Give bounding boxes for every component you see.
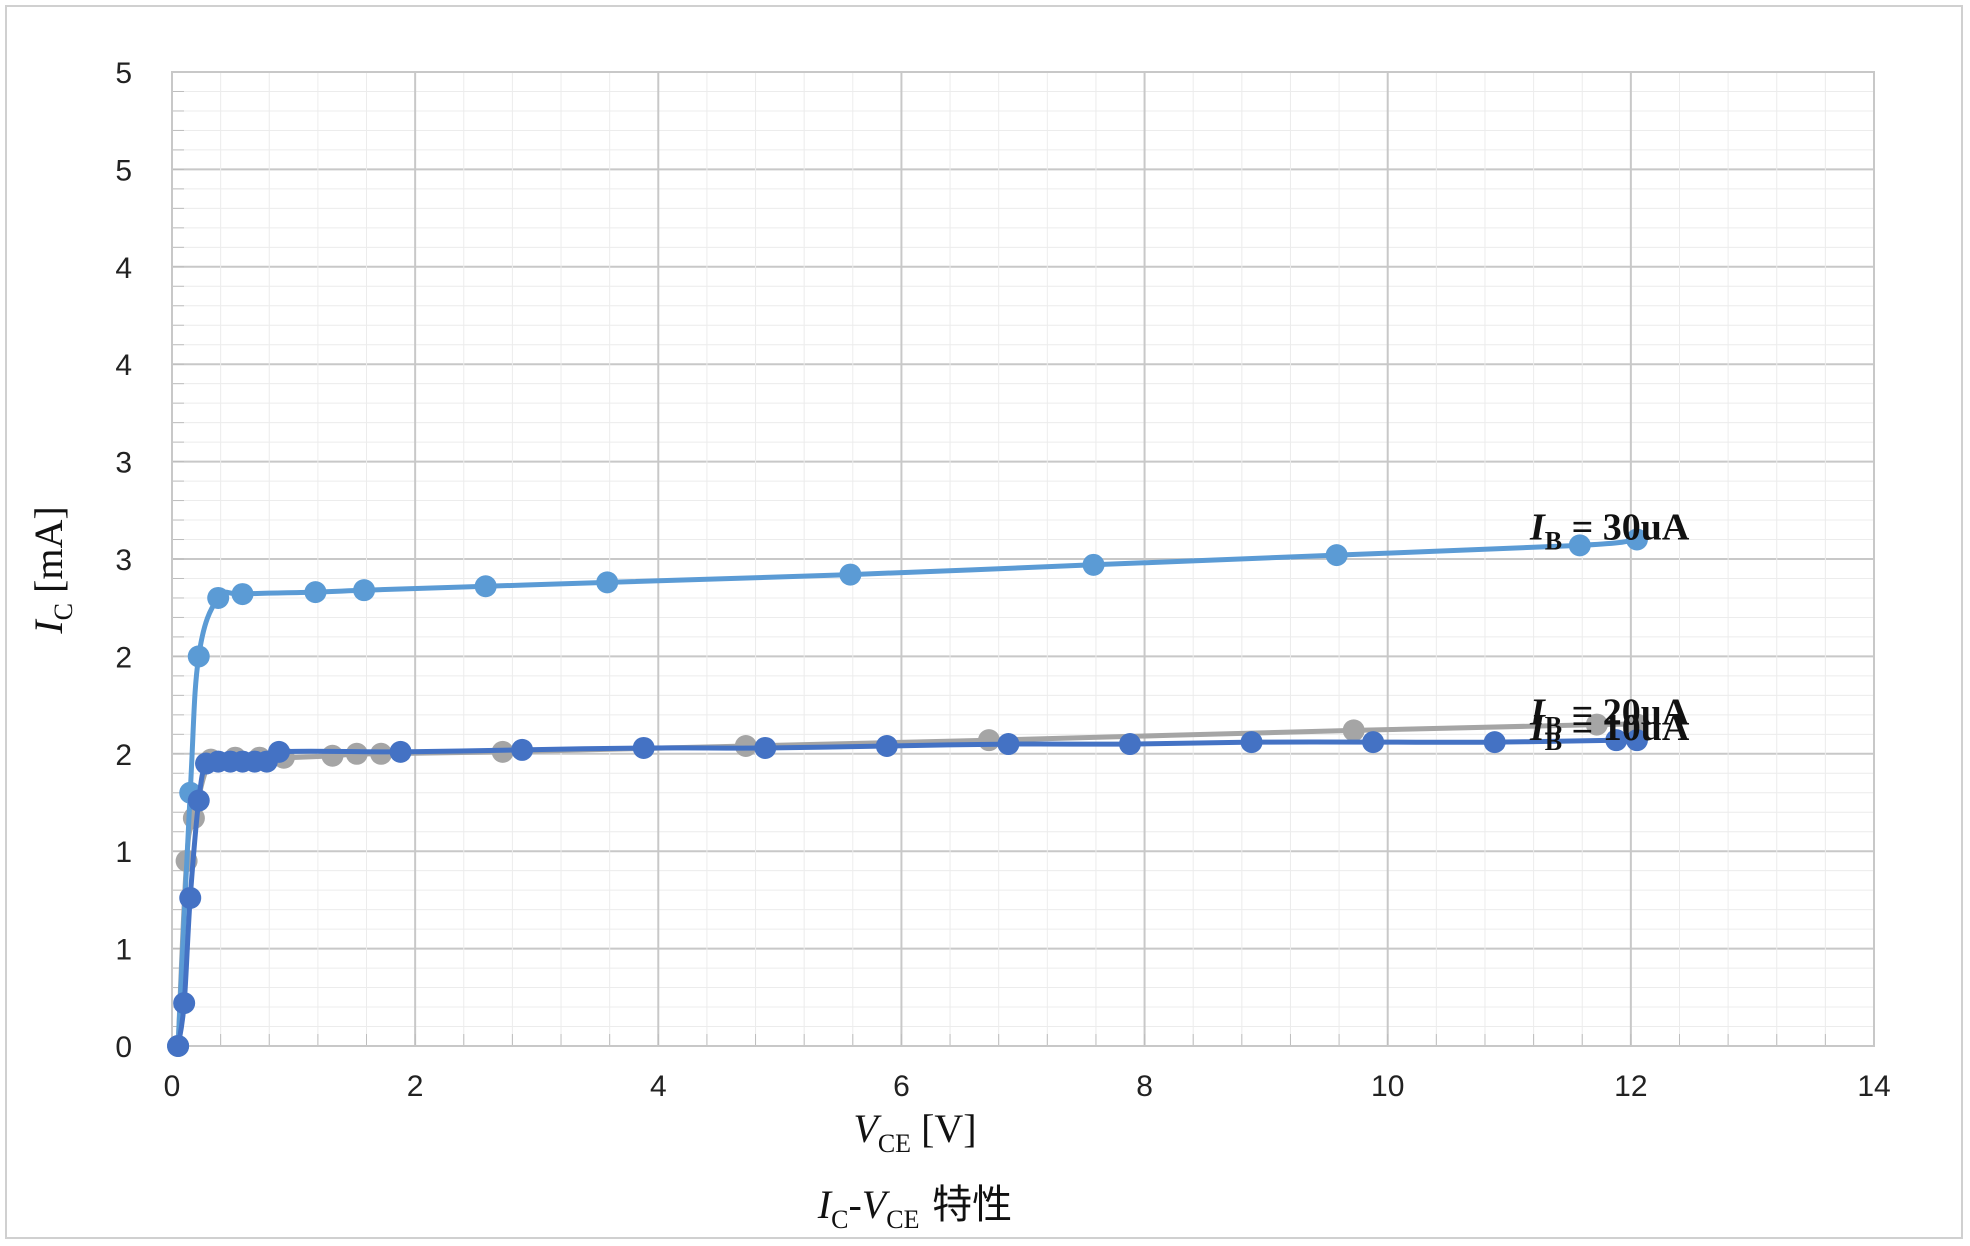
series-label-30uA: IB = 30uA [1529, 507, 1690, 556]
data-point-20uA [1625, 713, 1648, 736]
y-tick-label: 5 [115, 57, 132, 90]
data-point-10uA [179, 886, 202, 909]
series-label-value: = 30uA [1562, 507, 1690, 549]
y-axis-ticks: 0 1 1 2 2 3 3 4 4 5 5 [115, 57, 132, 1064]
series-30uA [167, 528, 1648, 1057]
data-point-30uA [1568, 534, 1591, 557]
y-axis-title-sub: C [49, 603, 78, 620]
x-axis-ticks: 0 2 4 6 8 10 12 14 [164, 1070, 1891, 1103]
data-point-10uA [754, 736, 777, 759]
y-tick-label: 3 [115, 447, 132, 480]
chart-title-sub2: CE [886, 1205, 919, 1234]
data-point-30uA [1082, 553, 1105, 576]
data-point-30uA [474, 575, 497, 598]
series-label-i: I [1529, 692, 1546, 734]
data-point-30uA [353, 579, 376, 602]
series-20uA [167, 713, 1648, 1057]
series-10uA [167, 729, 1648, 1057]
data-point-10uA [267, 740, 290, 763]
data-point-20uA [1342, 719, 1365, 742]
y-tick-label: 1 [115, 836, 132, 869]
y-axis-title: IC [mA] [26, 506, 78, 634]
chart-title-rest: 特性 [919, 1182, 1012, 1228]
chart-title-dash: - [848, 1182, 861, 1227]
data-point-10uA [173, 992, 196, 1015]
x-tick-label: 10 [1371, 1070, 1404, 1103]
plot-area-border [171, 71, 1875, 1047]
x-tick-label: 8 [1136, 1070, 1153, 1103]
series-label-value: = 20uA [1562, 692, 1690, 734]
data-point-10uA [997, 733, 1020, 756]
y-tick-label: 4 [115, 349, 132, 382]
data-point-10uA [632, 736, 655, 759]
data-point-30uA [304, 581, 327, 604]
data-point-10uA [1625, 729, 1648, 752]
data-point-30uA [839, 563, 862, 586]
data-point-30uA [1625, 528, 1648, 551]
y-axis-title-unit: [mA] [26, 506, 71, 603]
chart-title-v: V [862, 1182, 891, 1227]
data-point-10uA [1362, 731, 1385, 754]
series-label-i: I [1529, 707, 1546, 749]
data-point-20uA [977, 729, 1000, 752]
data-point-30uA [1325, 544, 1348, 567]
data-point-10uA [875, 735, 898, 758]
x-axis-title-unit: [V] [911, 1106, 977, 1151]
x-axis-title-v: V [853, 1106, 882, 1151]
y-tick-label: 5 [115, 154, 132, 187]
data-point-30uA [187, 645, 210, 668]
data-point-10uA [389, 740, 412, 763]
data-point-20uA [321, 744, 344, 767]
series-label-sub: B [1545, 727, 1562, 756]
y-tick-label: 0 [115, 1031, 132, 1064]
data-point-10uA [187, 789, 210, 812]
y-axis-title-i: I [26, 619, 71, 635]
y-tick-label: 2 [115, 739, 132, 772]
x-tick-label: 6 [893, 1070, 910, 1103]
data-point-20uA [1585, 713, 1608, 736]
series-line-10uA [175, 737, 1637, 1047]
series-label-sub: B [1545, 527, 1562, 556]
chart-title-i: I [817, 1182, 833, 1227]
x-tick-label: 2 [407, 1070, 424, 1103]
series-line-20uA [175, 721, 1637, 1047]
series-label-sub: B [1545, 712, 1562, 741]
x-tick-label: 12 [1614, 1070, 1647, 1103]
x-axis-title: VCE [V] [853, 1106, 976, 1158]
data-point-30uA [207, 586, 230, 609]
data-point-10uA [167, 1035, 190, 1057]
series-label-20uA: IB = 20uA [1529, 692, 1690, 741]
series-label-i: I [1529, 507, 1546, 549]
data-point-10uA [1605, 729, 1628, 752]
x-axis-title-sub: CE [878, 1129, 911, 1158]
y-tick-label: 4 [115, 252, 132, 285]
grid [171, 71, 1875, 1047]
y-tick-label: 1 [115, 934, 132, 967]
data-point-10uA [1240, 731, 1263, 754]
y-tick-label: 2 [115, 641, 132, 674]
plot-border [171, 71, 1875, 1047]
data-point-10uA [1118, 733, 1141, 756]
chart-title-sub1: C [831, 1205, 848, 1234]
series-label-10uA: IB = 10uA [1529, 707, 1690, 756]
chart-title: IC-VCE 特性 [817, 1182, 1012, 1234]
data-point-10uA [511, 738, 534, 761]
data-point-10uA [1483, 731, 1506, 754]
data-point-30uA [231, 583, 254, 606]
y-tick-label: 3 [115, 544, 132, 577]
x-tick-label: 4 [650, 1070, 667, 1103]
series-group [167, 528, 1648, 1057]
series-label-value: = 10uA [1562, 707, 1690, 749]
chart-frame [5, 5, 1963, 1239]
x-tick-label: 0 [164, 1070, 181, 1103]
data-point-30uA [596, 571, 619, 594]
x-tick-label: 14 [1857, 1070, 1890, 1103]
